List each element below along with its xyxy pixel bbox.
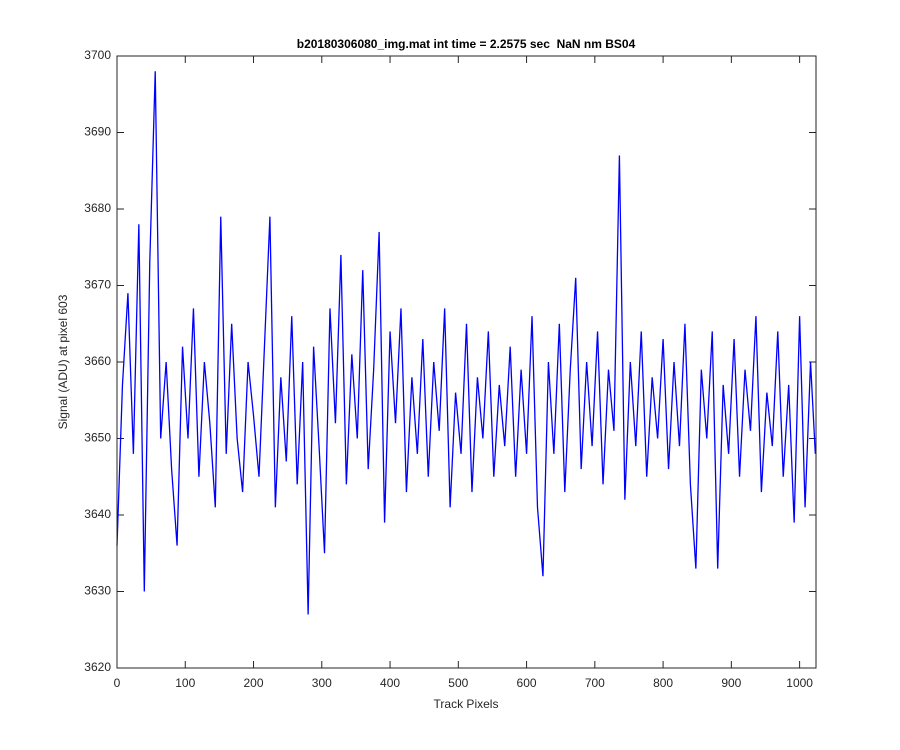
y-tick-label: 3620 — [84, 660, 111, 674]
y-tick-label: 3700 — [84, 48, 111, 62]
x-tick-label: 0 — [114, 676, 121, 690]
y-tick-label: 3670 — [84, 278, 111, 292]
x-tick-label: 300 — [312, 676, 332, 690]
y-tick-label: 3630 — [84, 584, 111, 598]
y-tick-label: 3650 — [84, 431, 111, 445]
y-tick-label: 3660 — [84, 354, 111, 368]
data-line — [116, 71, 816, 615]
x-tick-label: 1000 — [786, 676, 813, 690]
x-tick-label: 900 — [721, 676, 741, 690]
y-tick-label: 3680 — [84, 201, 111, 215]
x-tick-label: 700 — [585, 676, 605, 690]
x-tick-label: 400 — [380, 676, 400, 690]
x-tick-label: 800 — [653, 676, 673, 690]
x-tick-label: 600 — [517, 676, 537, 690]
chart-title: b20180306080_img.mat int time = 2.2575 s… — [297, 37, 636, 51]
axes-box — [116, 55, 817, 669]
y-axis-label: Signal (ADU) at pixel 603 — [56, 294, 70, 429]
x-tick-label: 200 — [244, 676, 264, 690]
y-tick-label: 3640 — [84, 507, 111, 521]
y-tick-label: 3690 — [84, 125, 111, 139]
x-tick-label: 100 — [175, 676, 195, 690]
x-axis-label: Track Pixels — [434, 697, 499, 711]
x-tick-label: 500 — [448, 676, 468, 690]
